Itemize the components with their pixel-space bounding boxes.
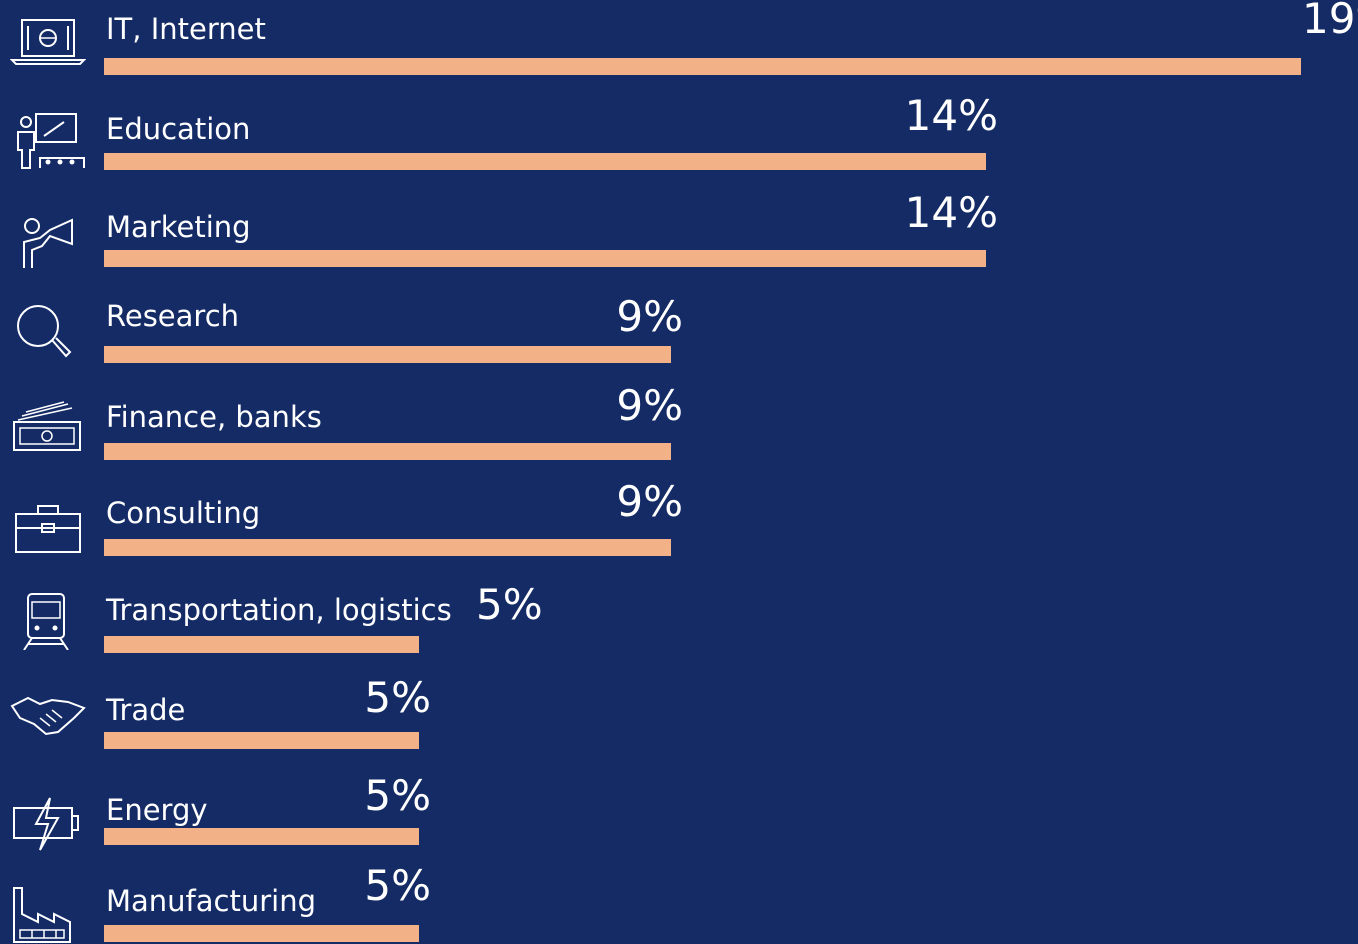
category-label: Transportation, logistics — [106, 593, 452, 627]
category-label: Education — [106, 112, 251, 146]
category-label: Consulting — [106, 496, 261, 530]
category-label: IT, Internet — [106, 12, 266, 46]
value-label: 9% — [616, 477, 683, 526]
bar — [104, 925, 419, 942]
value-label: 9% — [616, 381, 683, 430]
money-bills-icon — [10, 396, 86, 456]
briefcase-icon — [10, 496, 86, 556]
bar — [104, 346, 671, 363]
value-label: 14% — [904, 188, 998, 237]
category-label: Marketing — [106, 210, 251, 244]
category-label: Research — [106, 299, 240, 333]
category-label: Energy — [106, 793, 208, 827]
bar — [104, 153, 986, 170]
train-icon — [10, 590, 86, 650]
teacher-board-icon — [10, 110, 86, 170]
bar — [104, 732, 419, 749]
category-label: Trade — [106, 693, 186, 727]
bar — [104, 250, 986, 267]
value-label: 9% — [616, 292, 683, 341]
bar — [104, 828, 419, 845]
value-label: 14% — [904, 91, 998, 140]
battery-lightning-icon — [10, 792, 86, 852]
megaphone-person-icon — [10, 210, 86, 270]
bar — [104, 58, 1301, 75]
value-label: 5% — [476, 580, 543, 629]
value-label: 5% — [364, 861, 431, 910]
category-label: Manufacturing — [106, 884, 316, 918]
value-label: 19% — [1302, 0, 1358, 43]
category-label: Finance, banks — [106, 400, 322, 434]
bar — [104, 443, 671, 460]
value-label: 5% — [364, 771, 431, 820]
bar — [104, 636, 419, 653]
value-label: 5% — [364, 673, 431, 722]
bar — [104, 539, 671, 556]
laptop-globe-icon — [10, 10, 86, 70]
handshake-icon — [10, 688, 86, 748]
magnifier-icon — [10, 300, 86, 360]
factory-icon — [10, 884, 86, 944]
